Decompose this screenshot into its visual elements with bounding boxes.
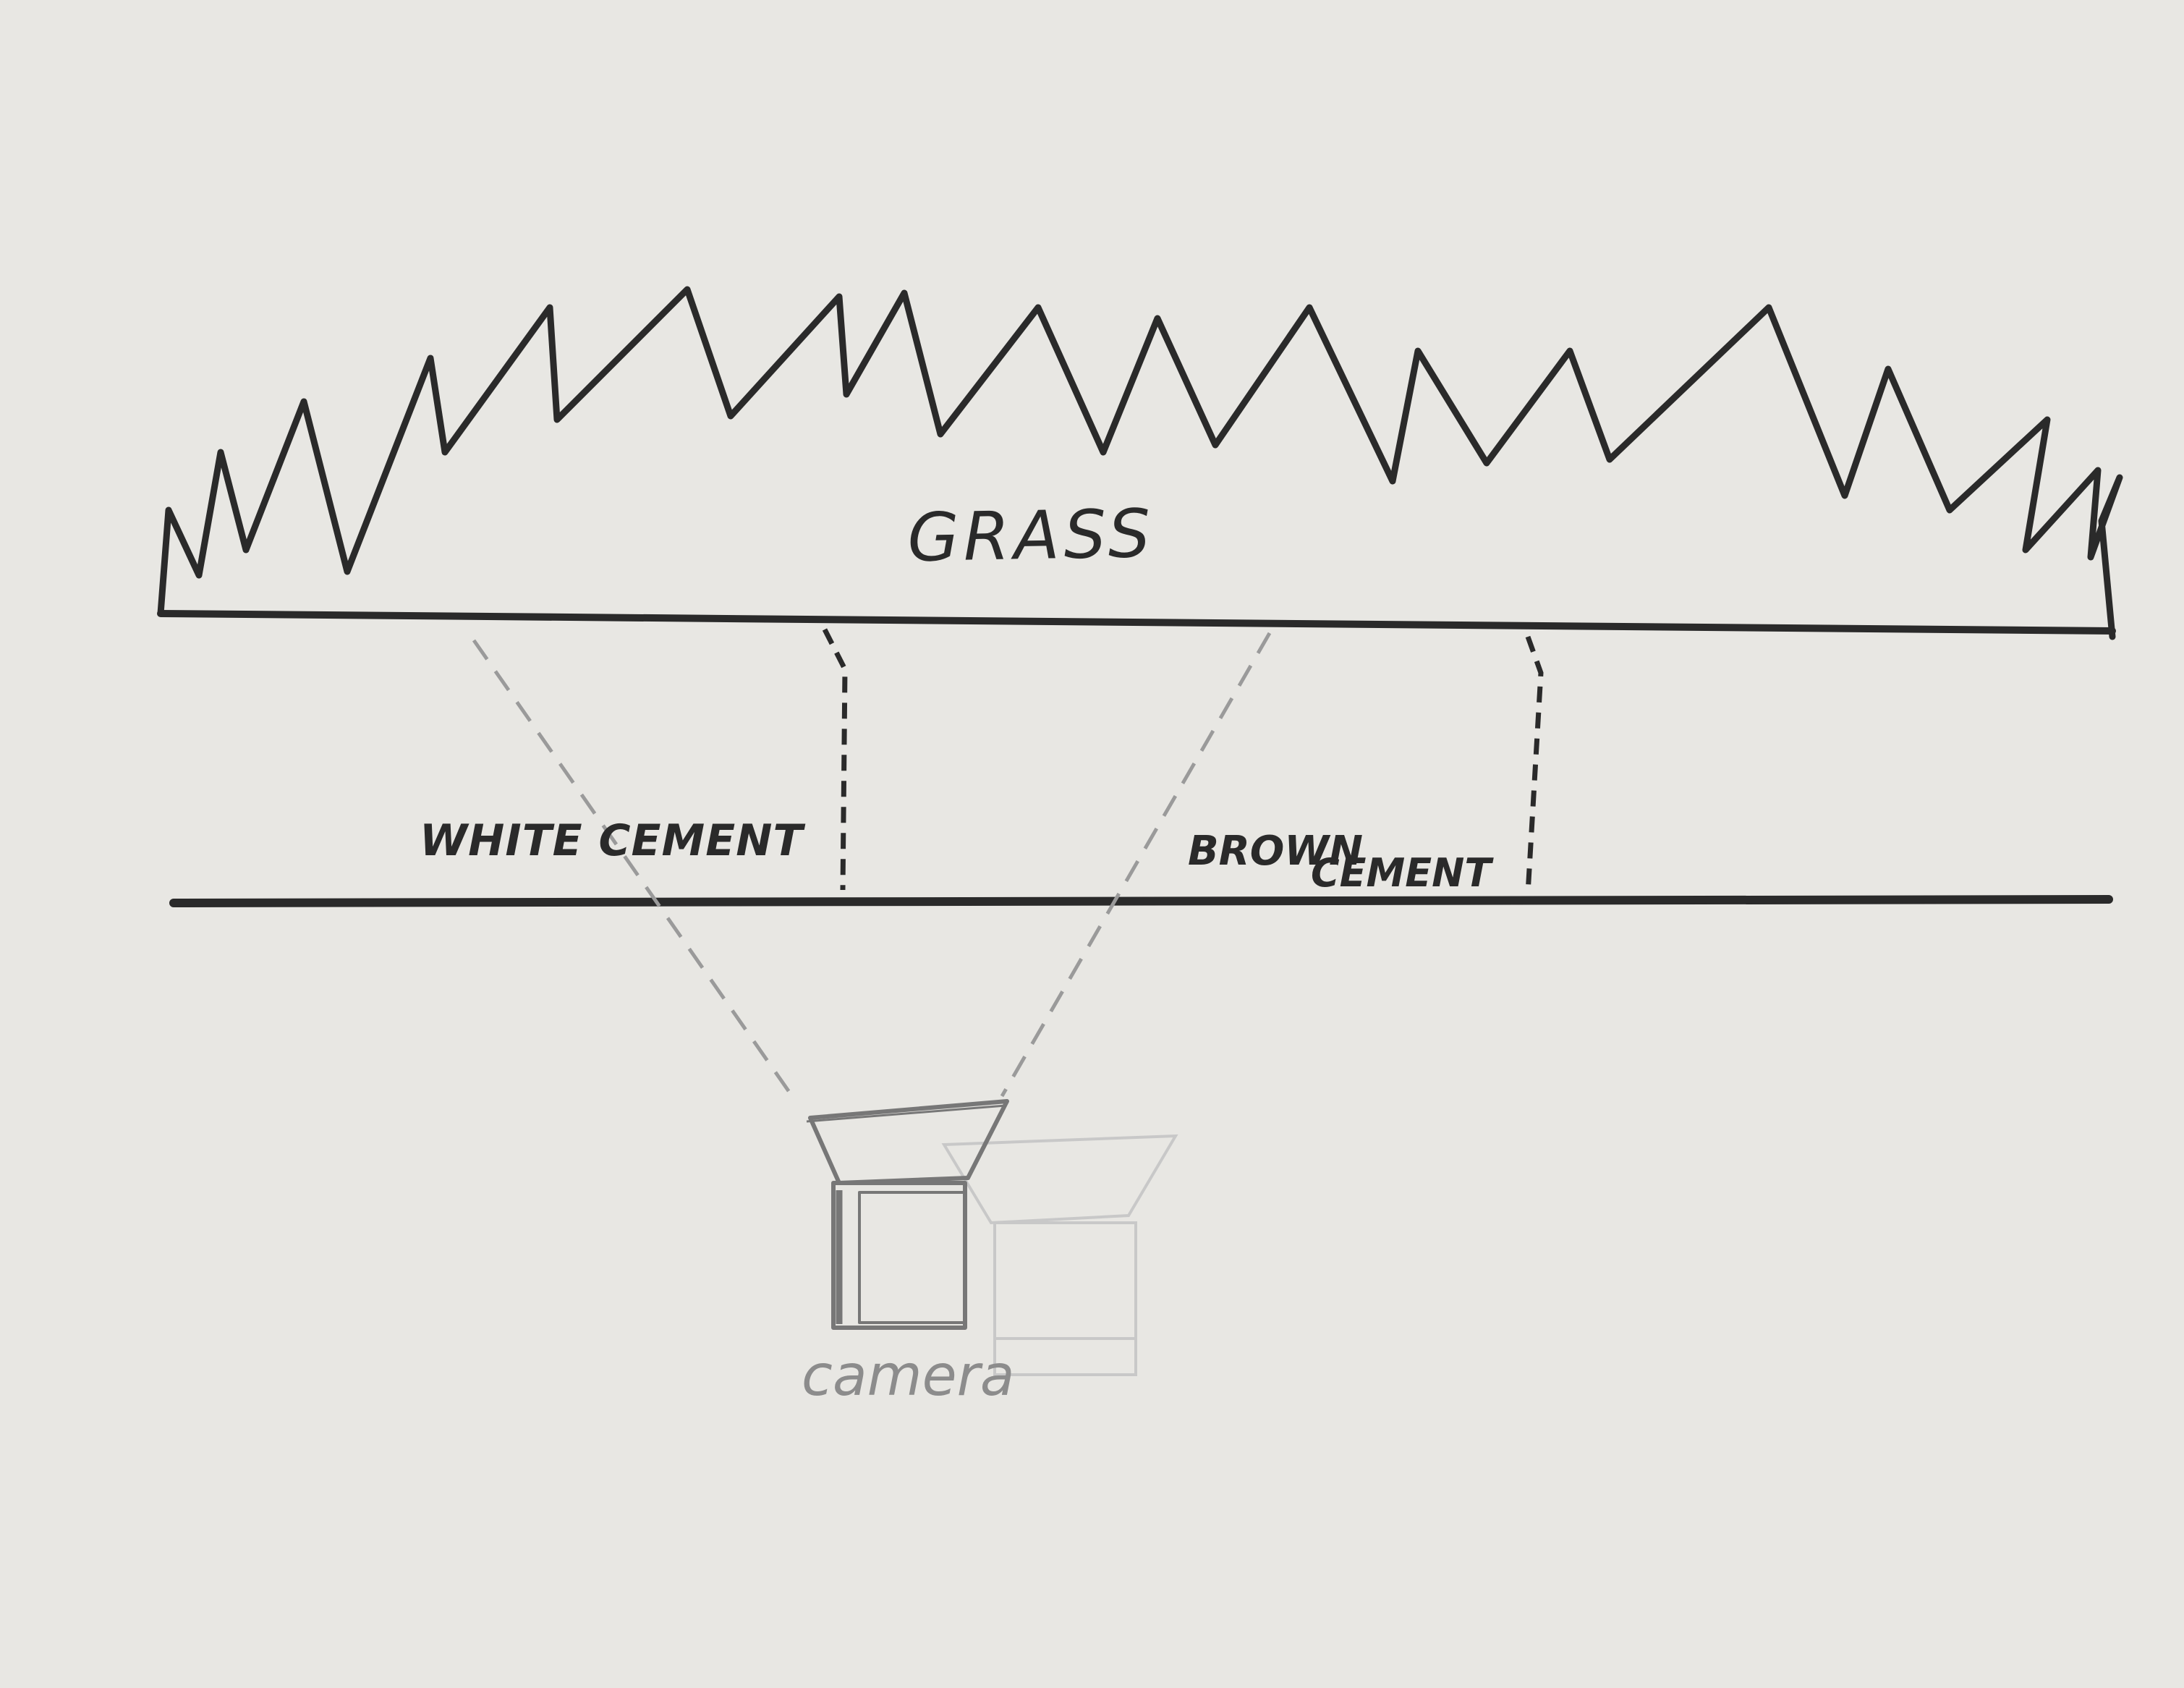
grass-edge-line — [157, 610, 2116, 635]
camera-view-left — [472, 639, 794, 1098]
camera-label: camera — [802, 1344, 1015, 1409]
white-cement-label: WHITE CEMENT — [420, 815, 805, 866]
grass-area: GRASS — [157, 286, 2123, 640]
brown-cement-label-line2: CEMENT — [1311, 850, 1494, 896]
camera-icon — [806, 1099, 1009, 1330]
grass-label: GRASS — [907, 495, 1155, 577]
brown-cement-boundary — [1525, 635, 1544, 894]
camera-view-right — [1000, 632, 1272, 1098]
sidewalk-edge-line — [169, 895, 2113, 907]
brown-cement-label-line1: BROWN — [1188, 828, 1363, 875]
erased-camera-sketch — [941, 1134, 1178, 1376]
white-cement-boundary — [822, 628, 848, 891]
grass-outline — [157, 286, 2123, 640]
